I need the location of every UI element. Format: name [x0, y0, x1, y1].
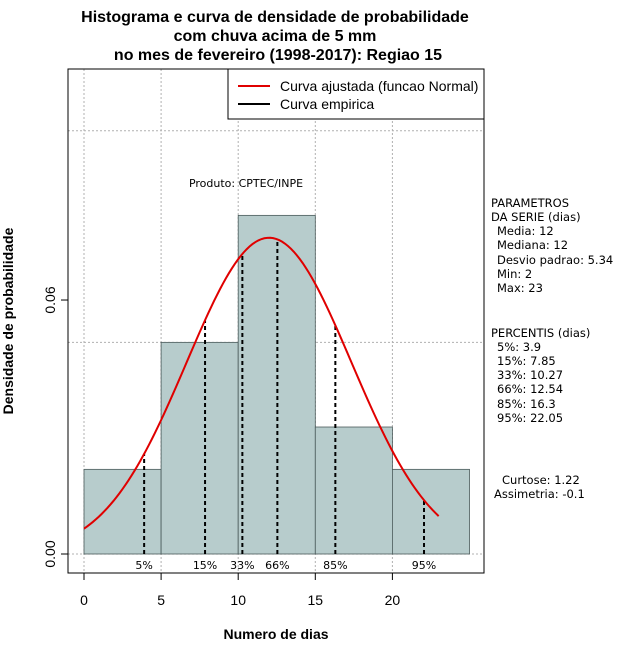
x-axis: 0 5 10 15 20 — [80, 572, 401, 608]
skewness-value: Assimetria: -0.1 — [494, 487, 585, 501]
histogram-bar — [314, 426, 393, 555]
percentile-label: 33% — [230, 559, 254, 572]
histogram-bar — [160, 341, 239, 555]
param-median: Mediana: 12 — [497, 238, 568, 252]
legend: Curva ajustada (funcao Normal) Curva emp… — [227, 68, 485, 120]
percentil-15: 15%: 7.85 — [497, 354, 556, 368]
x-tick-label: 5 — [157, 592, 165, 608]
histogram-bar — [83, 468, 162, 555]
percentile-label: 5% — [135, 559, 152, 572]
product-annotation: Produto: CPTEC/INPE — [189, 177, 303, 190]
param-mean: Media: 12 — [497, 224, 554, 238]
kurtosis-value: Curtose: 1.22 — [502, 473, 580, 487]
statistics-panel: PARAMETROS DA SERIE (dias) Media: 12 Med… — [491, 196, 613, 501]
y-axis: 0.00 0.06 — [42, 286, 69, 568]
x-tick-label: 20 — [385, 592, 401, 608]
percentile-label: 85% — [323, 559, 347, 572]
percentil-85: 85%: 16.3 — [497, 397, 556, 411]
percentile-label: 95% — [412, 559, 436, 572]
param-min: Min: 2 — [497, 267, 532, 281]
chart-title-line-2: com chuva acima de 5 mm — [174, 28, 377, 45]
histogram-bar — [391, 468, 470, 555]
chart-title-line-3: no mes de fevereiro (1998-2017): Regiao … — [114, 47, 442, 64]
percentil-5: 5%: 3.9 — [497, 340, 541, 354]
chart-title-line-1: Histograma e curva de densidade de proba… — [81, 9, 469, 26]
percentil-95: 95%: 22.05 — [497, 411, 563, 425]
percentis-title: PERCENTIS (dias) — [491, 326, 590, 340]
percentil-33: 33%: 10.27 — [497, 368, 563, 382]
percentile-lines: 5% 15% 33% 66% 85% 95% — [135, 239, 436, 572]
legend-box — [227, 68, 485, 120]
x-tick-label: 15 — [308, 592, 324, 608]
percentile-label: 66% — [265, 559, 289, 572]
legend-label-fitted: Curva ajustada (funcao Normal) — [280, 78, 478, 94]
percentil-66: 66%: 12.54 — [497, 382, 563, 396]
param-stddev: Desvio padrao: 5.34 — [497, 253, 613, 267]
x-tick-label: 10 — [230, 592, 246, 608]
fitted-curve — [83, 236, 440, 530]
params-title: PARAMETROS — [491, 196, 569, 210]
x-tick-label: 0 — [80, 592, 88, 608]
x-axis-label: Numero de dias — [223, 626, 328, 642]
y-tick-label: 0.00 — [42, 540, 58, 567]
y-tick-label: 0.06 — [42, 286, 58, 313]
legend-label-empirical: Curva empirica — [280, 96, 374, 112]
fitted-normal-curve — [83, 236, 440, 530]
param-max: Max: 23 — [497, 281, 543, 295]
y-axis-label: Densidade de probabilidade — [0, 227, 16, 414]
percentile-label: 15% — [193, 559, 217, 572]
params-subtitle: DA SERIE (dias) — [491, 210, 581, 224]
